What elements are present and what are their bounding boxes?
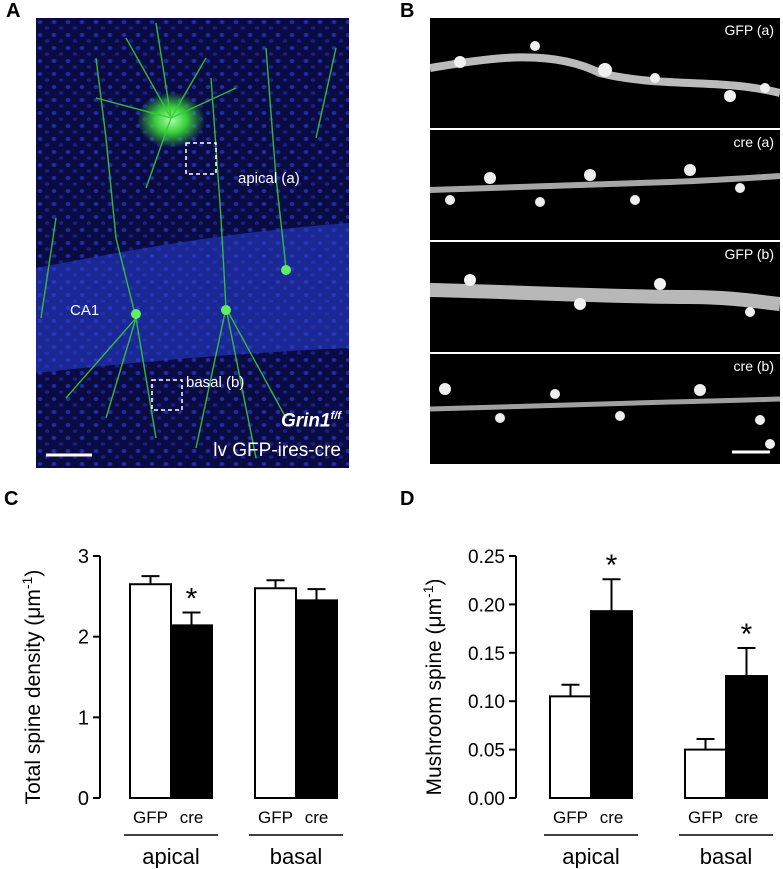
group-label-basal: basal	[270, 844, 323, 868]
x-category-label: cre	[305, 808, 329, 827]
panel-letter-d: D	[400, 488, 415, 510]
y-tick-label: 0.05	[468, 741, 505, 762]
group-label-apical: apical	[142, 844, 199, 868]
dendrite-image-cre-b	[430, 383, 780, 454]
strip-label-gfp-a: GFP (a)	[724, 22, 774, 38]
y-tick-label: 1	[78, 707, 89, 729]
strip-cre-b: cre (b)	[430, 354, 780, 464]
y-tick-label: 0.10	[468, 692, 505, 713]
x-category-label: GFP	[133, 808, 168, 827]
y-axis-label-superscript: -1	[420, 585, 436, 598]
vector-label: lv GFP-ires-cre	[213, 440, 341, 461]
x-category-label: cre	[735, 808, 759, 827]
bar-cre-basal	[295, 599, 338, 799]
x-category-label: GFP	[258, 808, 293, 827]
y-axis-label-main: Mushroom spine (μm	[423, 598, 446, 796]
bar-cre-basal	[725, 675, 768, 799]
strip-label-gfp-b: GFP (b)	[724, 246, 774, 262]
dendrite-image-gfp-b	[430, 274, 780, 317]
dendrite-image-cre-a	[430, 164, 780, 207]
y-tick-label: 0.25	[468, 547, 505, 568]
strip-cre-a: cre (a)	[430, 130, 780, 240]
bar-gfp-basal	[684, 748, 727, 800]
panel-letter-b: B	[400, 0, 415, 22]
dendrite-image-gfp-a	[430, 41, 780, 102]
genotype-main: Grin1	[280, 410, 331, 432]
significance-asterisk: *	[741, 618, 753, 651]
label-apical-a: apical (a)	[238, 170, 300, 187]
strip-gfp-b: GFP (b)	[430, 242, 780, 352]
x-category-label: GFP	[553, 808, 588, 827]
x-category-label: cre	[180, 808, 204, 827]
y-axis-label-close: )	[423, 578, 446, 585]
panel-letter-c: C	[4, 488, 19, 510]
label-basal-b: basal (b)	[186, 374, 245, 391]
x-category-label: cre	[600, 808, 624, 827]
bar-gfp-apical	[549, 695, 592, 799]
significance-asterisk: *	[606, 549, 618, 582]
y-axis-label-close: )	[22, 570, 45, 577]
group-label-basal: basal	[700, 844, 753, 868]
genotype-label: Grin1f/f	[281, 410, 341, 432]
y-tick-label: 2	[78, 627, 89, 649]
label-ca1: CA1	[70, 302, 100, 319]
strip-label-cre-b: cre (b)	[733, 358, 774, 374]
significance-asterisk: *	[186, 582, 198, 615]
y-tick-label: 0.20	[468, 595, 505, 616]
chart-d-mushroom-spine: 0.00 0.05 0.10 0.15 0.20 0.25 Mushroom spine (…	[420, 547, 773, 868]
bar-cre-apical	[170, 624, 213, 799]
y-axis-label-superscript: -1	[19, 576, 35, 589]
y-tick-label: 0.15	[468, 644, 505, 665]
x-category-label: GFP	[688, 808, 723, 827]
y-tick-label: 0.00	[468, 789, 505, 810]
group-label-apical: apical	[562, 844, 619, 868]
y-axis-label: Total spine density (μm-1)	[19, 570, 45, 805]
chart-c-total-spine-density: 0 1 2 3 Total spine density (μm-1) GFP * cre api…	[19, 546, 343, 868]
strip-label-cre-a: cre (a)	[733, 134, 774, 150]
micrograph-panel-a: apical (a) basal (b) CA1 Grin1f/f lv GFP…	[36, 18, 349, 468]
bar-gfp-basal	[254, 587, 297, 800]
micrograph-image	[36, 18, 349, 468]
strip-gfp-a: GFP (a)	[430, 18, 780, 128]
panel-letter-a: A	[6, 0, 21, 22]
bar-cre-apical	[590, 610, 633, 800]
y-tick-label: 0	[78, 788, 89, 810]
y-axis-label: Mushroom spine (μm-1)	[420, 578, 446, 795]
genotype-superscript: f/f	[330, 410, 341, 422]
y-axis-label-main: Total spine density (μm	[22, 589, 45, 804]
y-tick-label: 3	[78, 546, 89, 568]
bar-gfp-apical	[129, 583, 172, 799]
